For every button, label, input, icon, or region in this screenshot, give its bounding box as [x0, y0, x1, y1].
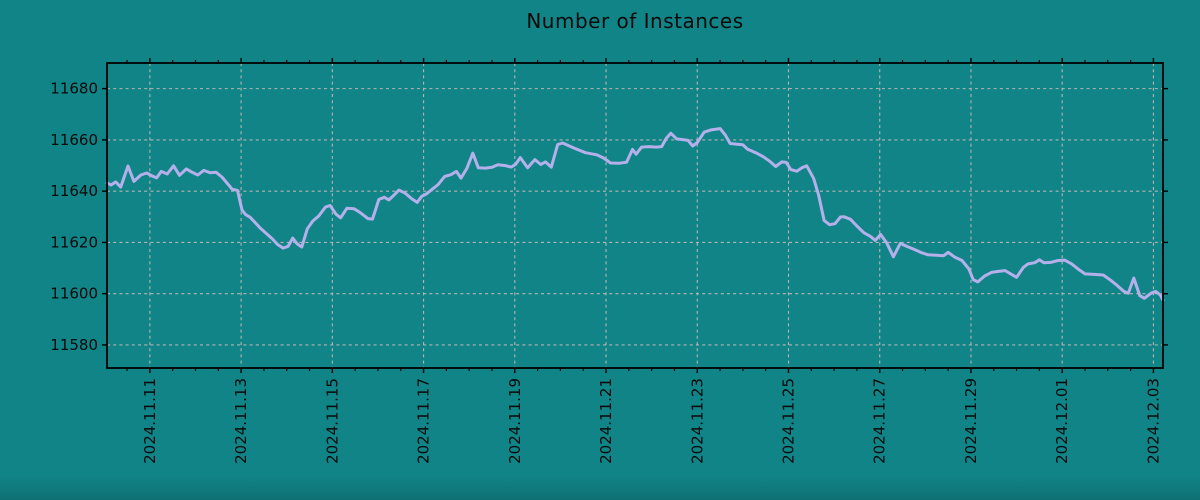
x-tick-label: 2024.11.21	[597, 378, 615, 464]
y-tick-label: 11640	[50, 182, 98, 200]
x-tick-label: 2024.11.29	[962, 378, 980, 464]
y-tick-label: 11600	[50, 285, 98, 303]
series-line-instances	[105, 127, 1165, 302]
x-tick-label: 2024.11.11	[141, 378, 159, 464]
y-tick-label: 11580	[50, 336, 98, 354]
x-tick-label: 2024.12.03	[1144, 378, 1162, 464]
x-tick-label: 2024.11.25	[779, 378, 797, 464]
x-tick-label: 2024.11.17	[415, 378, 433, 464]
x-tick-label: 2024.12.01	[1053, 378, 1071, 464]
y-tick-label: 11660	[50, 131, 98, 149]
chart-title: Number of Instances	[526, 9, 744, 33]
x-tick-label: 2024.11.27	[871, 378, 889, 464]
plot-frame	[106, 62, 1164, 369]
y-tick-label: 11680	[50, 80, 98, 98]
y-tick-label: 11620	[50, 233, 98, 251]
x-tick-label: 2024.11.23	[688, 378, 706, 464]
x-tick-label: 2024.11.19	[506, 378, 524, 464]
x-tick-label: 2024.11.15	[323, 378, 341, 464]
x-tick-label: 2024.11.13	[232, 378, 250, 464]
